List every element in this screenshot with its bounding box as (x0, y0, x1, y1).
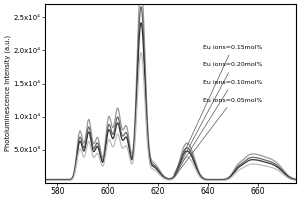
Text: Eu ions=0.05mol%: Eu ions=0.05mol% (175, 98, 262, 177)
Text: Eu ions=0.10mol%: Eu ions=0.10mol% (174, 80, 262, 176)
Text: Eu ions=0.20mol%: Eu ions=0.20mol% (174, 62, 262, 175)
Text: Eu ions=0.15mol%: Eu ions=0.15mol% (174, 45, 262, 175)
Y-axis label: Photoluminescence Intensity (a.u.): Photoluminescence Intensity (a.u.) (4, 35, 11, 151)
